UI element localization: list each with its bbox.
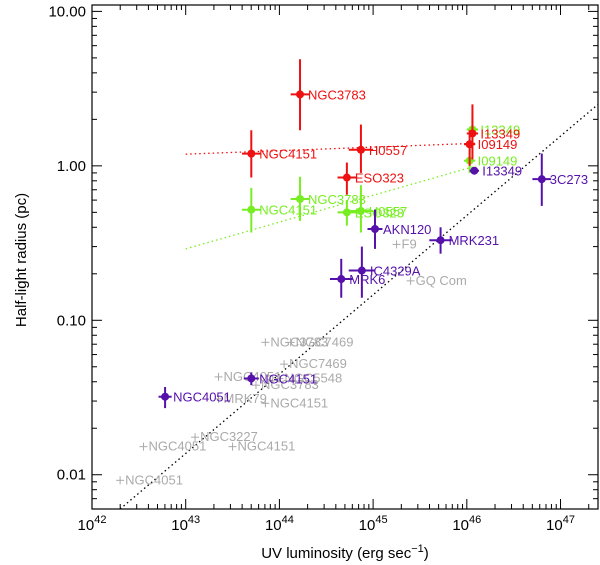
x-tick-label: 1043 — [171, 514, 200, 534]
point-label: NGC3783 — [270, 334, 328, 349]
point-label: NGC4051 — [173, 390, 231, 405]
point-label: ESO323 — [355, 205, 404, 220]
point-label: NGC4151 — [238, 439, 296, 454]
point-label: I13349 — [482, 164, 522, 179]
point-label: NGC4051 — [149, 439, 207, 454]
data-point — [537, 175, 546, 184]
point-label: NGC3783 — [308, 87, 366, 102]
point-label: GQ Com — [416, 273, 467, 288]
point-label: H0557 — [369, 143, 407, 158]
point-label: NGC4151 — [270, 395, 328, 410]
point-label: I13349 — [480, 122, 520, 137]
y-tick-label: 10.00 — [48, 3, 86, 20]
data-point — [247, 149, 256, 158]
x-tick-label: 1046 — [452, 514, 481, 534]
y-axis-title: Half-light radius (pc) — [13, 193, 30, 327]
point-label: AKN120 — [383, 222, 431, 237]
data-point — [436, 236, 445, 245]
x-axis-title: UV luminosity (erg sec−1) — [261, 543, 429, 562]
x-tick-label: 1044 — [265, 514, 294, 534]
data-point — [470, 166, 479, 175]
point-label: NGC4151 — [259, 147, 317, 162]
point-label: NGC7469 — [296, 334, 354, 349]
data-point — [342, 208, 351, 217]
point-label: H0557 — [369, 204, 407, 219]
point-label: NGC7469 — [289, 356, 347, 371]
point-label: NGC4151 — [259, 203, 317, 218]
red-fit-line — [185, 142, 477, 155]
data-point — [342, 173, 351, 182]
point-label: NGC5548 — [284, 370, 342, 385]
point-label: NGC4151 — [259, 371, 317, 386]
data-point — [465, 140, 474, 149]
data-point — [296, 194, 305, 203]
point-label: MRK6 — [349, 272, 385, 287]
point-label: 3C273 — [550, 172, 588, 187]
data-point — [161, 392, 170, 401]
y-tick-label: 0.10 — [57, 312, 86, 329]
point-label: I13349 — [480, 126, 520, 141]
x-tick-label: 1045 — [359, 514, 388, 534]
point-label: IC4329A — [370, 264, 421, 279]
point-label: NGC3783 — [261, 377, 319, 392]
axes: 1042 1043 1044 1045 1046 1047 0.01 0.10 1.00 10.0… — [48, 3, 599, 534]
point-label: MRK231 — [449, 233, 500, 248]
data-point — [296, 90, 305, 99]
fit-lines — [119, 103, 598, 509]
black-fit-line — [119, 103, 598, 509]
green-fit-line — [185, 165, 477, 250]
data-point — [247, 374, 256, 383]
data-points: NGC4051NGC4051NGC3227NGC4151NGC3783NGC74… — [116, 59, 588, 487]
data-point — [357, 266, 366, 275]
y-tick-label: 1.00 — [57, 158, 86, 175]
data-point — [370, 224, 379, 233]
y-tick-label: 0.01 — [57, 467, 86, 484]
data-point — [337, 275, 346, 284]
point-label: I09149 — [478, 137, 518, 152]
point-label: NGC4051 — [125, 472, 183, 487]
point-label: I09149 — [478, 154, 518, 169]
point-label: ESO323 — [355, 171, 404, 186]
data-point — [247, 205, 256, 214]
point-label: MRK79 — [224, 391, 267, 406]
x-tick-label: 1047 — [546, 514, 575, 534]
point-label: NGC3227 — [200, 429, 258, 444]
point-label: F9 — [402, 236, 417, 251]
data-point — [356, 207, 365, 216]
x-tick-label: 1042 — [78, 514, 107, 534]
point-label: NGC3783 — [308, 192, 366, 207]
data-point — [356, 145, 365, 154]
plot-frame — [91, 4, 599, 510]
